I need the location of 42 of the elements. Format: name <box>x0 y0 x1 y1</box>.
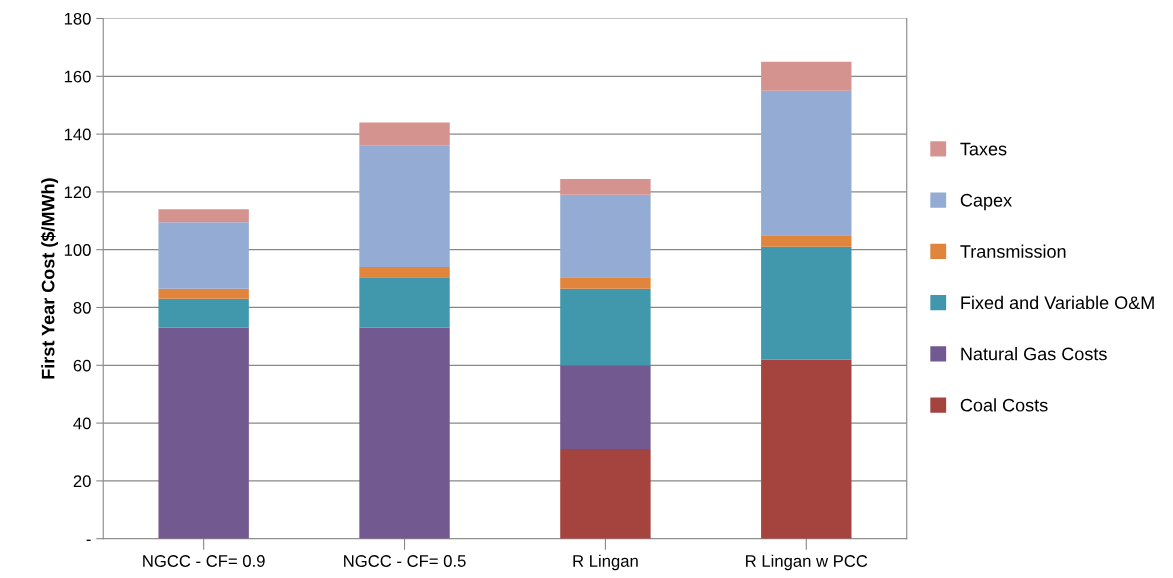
bar <box>158 298 249 328</box>
legend-label: Capex <box>960 193 1012 211</box>
bar <box>158 209 249 223</box>
y-tick-label: - <box>86 539 91 541</box>
bar <box>761 246 852 360</box>
legend-label: Fixed and Variable O&M <box>961 295 1154 310</box>
bar <box>359 327 450 539</box>
legend-label: Taxes <box>960 142 1007 156</box>
legend-label: Transmission <box>960 244 1066 258</box>
x-tick-label: R Lingan <box>573 554 638 571</box>
bar <box>359 267 450 278</box>
y-tick-label: 20 <box>73 475 91 488</box>
bar <box>560 365 651 450</box>
legend-label: Natural Gas Costs <box>961 347 1107 361</box>
bar <box>560 194 651 278</box>
bar <box>560 277 651 289</box>
bar <box>761 359 852 539</box>
y-tick-label: 80 <box>73 301 91 314</box>
bar <box>761 90 852 236</box>
y-tick-label: 120 <box>64 186 91 199</box>
y-tick-label: 160 <box>64 70 91 83</box>
x-tick-label: NGCC - CF= 0.9 <box>143 555 265 567</box>
x-tick-label: R Lingan w PCC <box>746 554 868 571</box>
y-tick-label: 40 <box>73 417 91 430</box>
y-tick-label: 140 <box>64 128 91 141</box>
bar <box>158 222 249 289</box>
bar <box>359 145 450 268</box>
bar <box>158 288 249 299</box>
bar <box>761 235 852 247</box>
bar <box>359 277 450 328</box>
bar <box>560 288 651 366</box>
y-tick-label: 100 <box>64 244 91 256</box>
y-axis-title: First Year Cost ($/MWh) <box>40 178 59 379</box>
bar <box>761 61 852 91</box>
y-tick-label: 60 <box>73 359 91 372</box>
x-tick-label: NGCC - CF= 0.5 <box>344 555 466 567</box>
legend-label: Coal Costs <box>960 398 1048 412</box>
y-tick-label: 180 <box>64 12 91 25</box>
bar <box>560 178 651 195</box>
bar <box>359 122 450 146</box>
bar <box>158 327 249 539</box>
bar <box>560 449 651 539</box>
